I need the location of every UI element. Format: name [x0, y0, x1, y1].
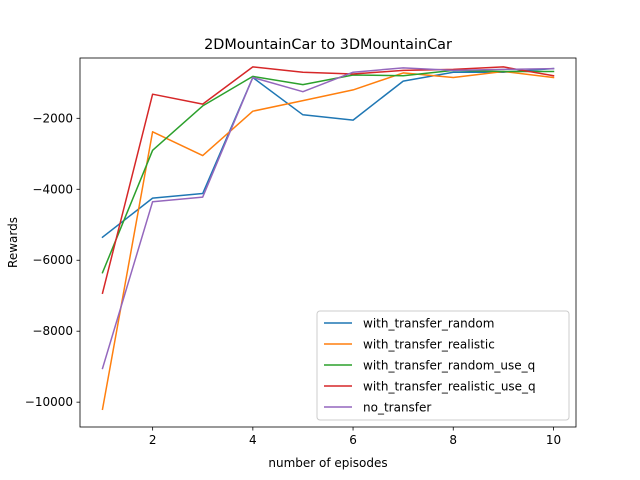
x-tick-label: 2 [149, 433, 157, 447]
legend-label: with_transfer_random [363, 317, 494, 331]
y-tick-label: −10000 [25, 395, 73, 409]
legend-label: with_transfer_realistic_use_q [363, 380, 536, 394]
series-line-with-transfer-realistic [101, 70, 555, 411]
y-tick-label: −6000 [32, 253, 73, 267]
y-tick-label: −4000 [32, 182, 73, 196]
x-tick-label: 8 [449, 433, 457, 447]
y-axis-label: Rewards [6, 217, 20, 268]
legend-box [316, 310, 570, 421]
x-tick-label: 6 [349, 433, 357, 447]
legend-label: with_transfer_random_use_q [363, 359, 535, 373]
series-line-with-transfer-realistic-use-q [101, 66, 555, 295]
plot-lines [101, 66, 555, 411]
series-line-with-transfer-random-use-q [101, 69, 555, 274]
legend-label: no_transfer [363, 401, 431, 415]
y-tick-label: −2000 [32, 111, 73, 125]
legend-label: with_transfer_realistic [363, 338, 495, 352]
y-tick-label: −8000 [32, 324, 73, 338]
x-axis-label: number of episodes [268, 456, 387, 470]
legend: with_transfer_random with_transfer_realis… [316, 310, 570, 421]
chart-title: 2DMountainCar to 3DMountainCar [204, 37, 452, 53]
y-axis-ticks: −10000 −8000 −6000 −4000 −2000 [25, 111, 80, 409]
x-axis-ticks: 2 4 6 8 10 [149, 427, 561, 447]
x-tick-label: 4 [249, 433, 257, 447]
series-line-with-transfer-random [101, 67, 555, 239]
series-line-no-transfer [101, 67, 555, 370]
plot-frame [79, 57, 577, 428]
x-tick-label: 10 [546, 433, 561, 447]
